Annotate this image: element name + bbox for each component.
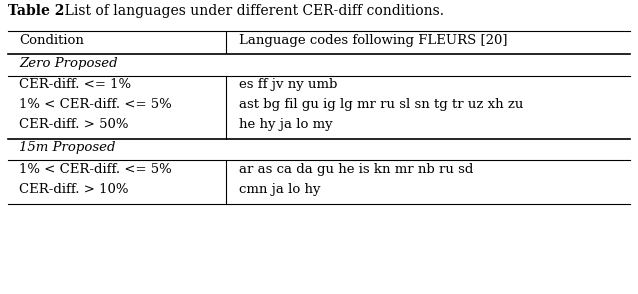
Text: ar as ca da gu he is kn mr nb ru sd: ar as ca da gu he is kn mr nb ru sd [239,163,473,176]
Text: cmn ja lo hy: cmn ja lo hy [239,183,321,196]
Text: 1% < CER-diff. <= 5%: 1% < CER-diff. <= 5% [19,163,172,176]
Text: CER-diff. > 10%: CER-diff. > 10% [19,183,129,196]
Text: es ff jv ny umb: es ff jv ny umb [239,78,338,91]
Text: CER-diff. <= 1%: CER-diff. <= 1% [19,78,131,91]
Text: Zero Proposed: Zero Proposed [19,57,118,70]
Text: he hy ja lo my: he hy ja lo my [239,118,333,131]
Text: Condition: Condition [19,34,84,47]
Text: Table 2: Table 2 [8,4,64,19]
Text: CER-diff. > 50%: CER-diff. > 50% [19,118,129,131]
Text: ast bg fil gu ig lg mr ru sl sn tg tr uz xh zu: ast bg fil gu ig lg mr ru sl sn tg tr uz… [239,98,524,111]
Text: Language codes following FLEURS [20]: Language codes following FLEURS [20] [239,34,508,47]
Text: 15m Proposed: 15m Proposed [19,141,115,154]
Text: 1% < CER-diff. <= 5%: 1% < CER-diff. <= 5% [19,98,172,111]
Text: . List of languages under different CER-diff conditions.: . List of languages under different CER-… [56,4,444,19]
